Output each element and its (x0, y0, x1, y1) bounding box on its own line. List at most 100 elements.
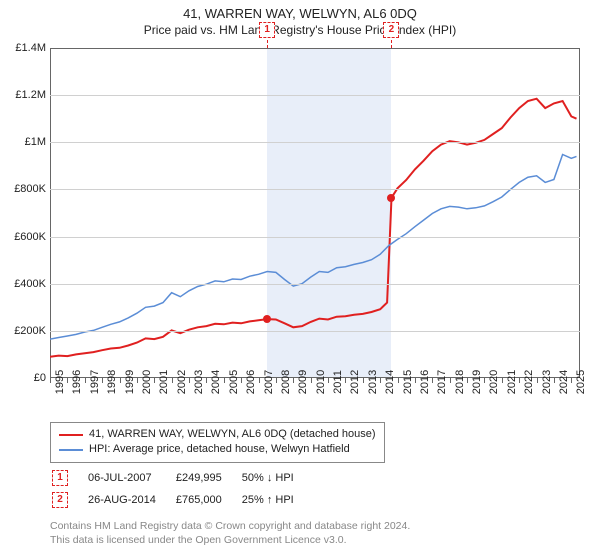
y-tick-label: £200K (14, 325, 46, 337)
y-tick-label: £400K (14, 278, 46, 290)
event-price: £249,995 (176, 468, 240, 488)
x-tick (432, 378, 433, 383)
x-tick-label: 2005 (228, 370, 240, 394)
x-tick (137, 378, 138, 383)
x-tick-label: 2013 (367, 370, 379, 394)
x-tick-label: 2006 (245, 370, 257, 394)
x-tick-label: 2012 (349, 370, 361, 394)
x-tick-label: 2011 (332, 370, 344, 394)
x-tick (502, 378, 503, 383)
x-tick (50, 378, 51, 383)
x-tick (467, 378, 468, 383)
y-tick-label: £1.4M (15, 42, 46, 54)
x-tick-label: 2001 (158, 370, 170, 394)
x-tick (85, 378, 86, 383)
x-tick (241, 378, 242, 383)
x-tick-label: 2002 (176, 370, 188, 394)
x-tick-label: 2016 (419, 370, 431, 394)
event-row: 2 26-AUG-2014£765,00025% ↑ HPI (52, 490, 312, 510)
chart-container: 41, WARREN WAY, WELWYN, AL6 0DQ Price pa… (0, 0, 600, 560)
x-tick (571, 378, 572, 383)
series-hpi (50, 155, 577, 340)
x-tick-label: 2007 (263, 370, 275, 394)
chart-lines (50, 48, 580, 378)
x-tick-label: 1997 (89, 370, 101, 394)
x-tick-label: 2023 (541, 370, 553, 394)
event-date: 26-AUG-2014 (88, 490, 174, 510)
event-vline (267, 40, 268, 48)
x-tick-label: 2000 (141, 370, 153, 394)
gridline (50, 95, 580, 96)
x-tick (484, 378, 485, 383)
gridline (50, 142, 580, 143)
event-index-badge: 1 (52, 470, 68, 486)
x-tick (120, 378, 121, 383)
events-table: 1 06-JUL-2007£249,99550% ↓ HPI 2 26-AUG-201… (50, 466, 314, 512)
x-tick (172, 378, 173, 383)
event-marker-label: 2 (383, 22, 399, 38)
x-tick-label: 1999 (124, 370, 136, 394)
x-tick-label: 2018 (454, 370, 466, 394)
legend-label: 41, WARREN WAY, WELWYN, AL6 0DQ (detache… (89, 427, 376, 442)
gridline (50, 237, 580, 238)
x-tick (398, 378, 399, 383)
x-tick (102, 378, 103, 383)
x-tick (67, 378, 68, 383)
legend: 41, WARREN WAY, WELWYN, AL6 0DQ (detache… (50, 422, 385, 463)
x-tick-label: 2015 (402, 370, 414, 394)
x-tick (224, 378, 225, 383)
x-tick (276, 378, 277, 383)
footer-line-1: Contains HM Land Registry data © Crown c… (50, 520, 410, 534)
x-tick (450, 378, 451, 383)
x-tick-label: 2017 (436, 370, 448, 394)
x-tick-label: 2021 (506, 370, 518, 394)
x-tick-label: 2014 (384, 370, 396, 394)
legend-label: HPI: Average price, detached house, Welw… (89, 442, 350, 457)
price-marker (387, 194, 395, 202)
x-tick (154, 378, 155, 383)
x-tick-label: 2022 (523, 370, 535, 394)
event-delta: 25% ↑ HPI (242, 490, 312, 510)
x-tick-label: 1998 (106, 370, 118, 394)
x-tick-label: 1995 (54, 370, 66, 394)
y-tick-label: £0 (34, 372, 46, 384)
x-tick (189, 378, 190, 383)
x-tick-label: 2003 (193, 370, 205, 394)
x-tick (380, 378, 381, 383)
x-tick (519, 378, 520, 383)
y-tick-label: £600K (14, 231, 46, 243)
x-tick (206, 378, 207, 383)
event-vline (391, 40, 392, 48)
footer-attribution: Contains HM Land Registry data © Crown c… (50, 520, 410, 547)
x-tick-label: 2008 (280, 370, 292, 394)
x-tick (363, 378, 364, 383)
event-price: £765,000 (176, 490, 240, 510)
y-tick-label: £1M (25, 136, 46, 148)
legend-swatch (59, 434, 83, 436)
event-marker-label: 1 (259, 22, 275, 38)
event-date: 06-JUL-2007 (88, 468, 174, 488)
legend-row: 41, WARREN WAY, WELWYN, AL6 0DQ (detache… (59, 427, 376, 442)
x-tick (415, 378, 416, 383)
x-tick-label: 2009 (297, 370, 309, 394)
legend-swatch (59, 449, 83, 451)
plot-area: £0£200K£400K£600K£800K£1M£1.2M£1.4M19951… (50, 48, 580, 378)
gridline (50, 189, 580, 190)
y-tick-label: £800K (14, 183, 46, 195)
gridline (50, 331, 580, 332)
x-tick (259, 378, 260, 383)
x-tick (345, 378, 346, 383)
legend-row: HPI: Average price, detached house, Welw… (59, 442, 376, 457)
event-index-badge: 2 (52, 492, 68, 508)
x-tick (537, 378, 538, 383)
price-marker (263, 315, 271, 323)
chart-title: 41, WARREN WAY, WELWYN, AL6 0DQ (0, 0, 600, 21)
y-tick-label: £1.2M (15, 89, 46, 101)
x-tick-label: 2004 (210, 370, 222, 394)
footer-line-2: This data is licensed under the Open Gov… (50, 534, 410, 548)
x-tick (293, 378, 294, 383)
x-tick-label: 2025 (575, 370, 587, 394)
x-tick (554, 378, 555, 383)
event-row: 1 06-JUL-2007£249,99550% ↓ HPI (52, 468, 312, 488)
event-delta: 50% ↓ HPI (242, 468, 312, 488)
